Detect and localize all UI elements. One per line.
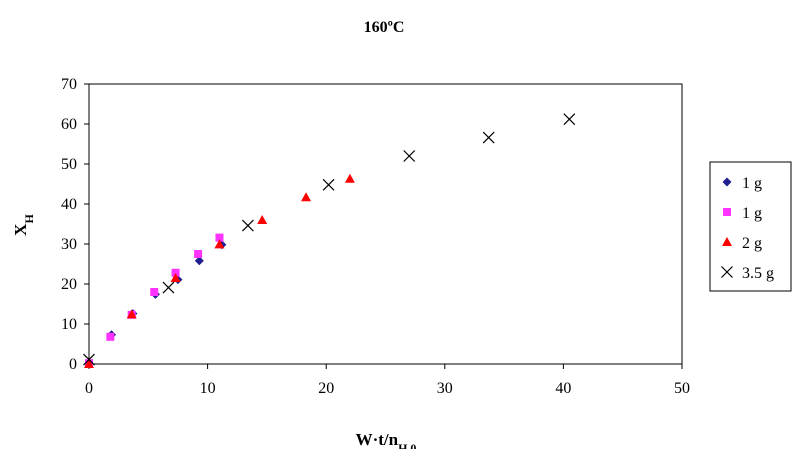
data-point: [84, 359, 94, 368]
legend-label: 2 g: [742, 235, 762, 252]
legend: 1 g 1 g 2 g 3.5 g: [721, 175, 774, 282]
x-axis-title-main: W·t/n: [356, 430, 399, 449]
y-tick-label: 30: [61, 236, 77, 253]
data-point: [301, 192, 312, 202]
data-point: [150, 288, 159, 296]
plot-area: [88, 83, 683, 365]
data-point: [126, 309, 137, 319]
y-tick-label: 10: [61, 316, 77, 333]
x-axis: 0 10 20 30 40 50: [85, 364, 690, 397]
legend-marker: [723, 208, 731, 216]
data-point: [241, 219, 254, 232]
y-tick-label: 70: [61, 76, 77, 93]
data-point: [170, 273, 181, 282]
data-point: [215, 233, 224, 242]
data-point: [214, 239, 225, 249]
data-point: [563, 113, 576, 126]
y-tick-label: 40: [61, 196, 77, 213]
data-point: [106, 332, 115, 341]
x-tick-label: 10: [200, 380, 216, 397]
data-point: [162, 281, 175, 294]
data-point: [403, 150, 416, 162]
y-tick-label: 60: [61, 116, 77, 133]
y-axis-title-sub: H: [22, 214, 36, 224]
legend-label: 1 g: [742, 205, 762, 222]
legend-marker: [721, 266, 733, 278]
y-axis-title-main: X: [11, 223, 30, 236]
data-points: [83, 113, 576, 369]
legend-marker: [722, 177, 732, 187]
data-point: [83, 353, 95, 366]
x-tick-label: 40: [555, 380, 571, 397]
y-axis: 0 10 20 30 40 50 60 70: [61, 76, 89, 373]
y-tick-label: 50: [61, 156, 77, 173]
data-point: [171, 268, 180, 277]
legend-box: [709, 161, 792, 292]
x-tick-label: 0: [85, 380, 93, 397]
data-point: [482, 131, 495, 144]
legend-label: 3.5 g: [742, 265, 774, 282]
x-tick-label: 50: [674, 380, 690, 397]
chart-title: 160ºC: [364, 19, 405, 36]
x-tick-label: 20: [318, 380, 334, 397]
data-point: [194, 256, 204, 266]
y-tick-label: 0: [69, 356, 77, 373]
y-tick-label: 20: [61, 276, 77, 293]
y-axis-title: XH: [11, 214, 36, 236]
legend-label: 1 g: [742, 175, 762, 192]
data-point: [257, 215, 268, 224]
data-point: [194, 250, 203, 258]
x-axis-title: W·t/nH,0: [356, 430, 417, 449]
x-tick-label: 30: [437, 380, 453, 397]
legend-marker: [722, 237, 732, 246]
data-point: [344, 173, 355, 183]
data-point: [322, 178, 335, 191]
x-axis-title-sub: H,0: [398, 441, 416, 449]
